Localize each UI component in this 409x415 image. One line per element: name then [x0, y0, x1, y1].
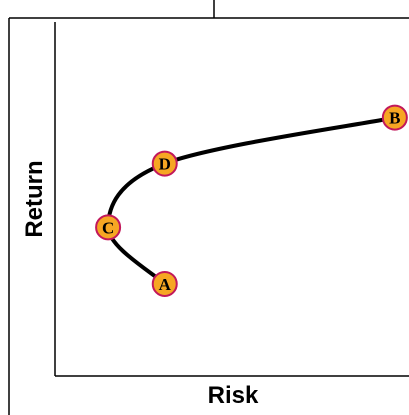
portfolio-points: A C D B — [95, 104, 408, 297]
y-axis-title: Return — [21, 160, 48, 237]
frontier-curve — [106, 115, 397, 286]
point-label-c: C — [102, 218, 114, 237]
x-axis-title: Risk — [208, 382, 259, 409]
point-marker-a — [151, 270, 178, 297]
point-marker-b — [381, 104, 408, 131]
point-label-b: B — [389, 109, 400, 128]
point-label-a: A — [159, 275, 172, 294]
point-label-d: D — [159, 155, 171, 174]
point-marker-d — [151, 150, 178, 177]
point-marker-c — [95, 214, 122, 241]
